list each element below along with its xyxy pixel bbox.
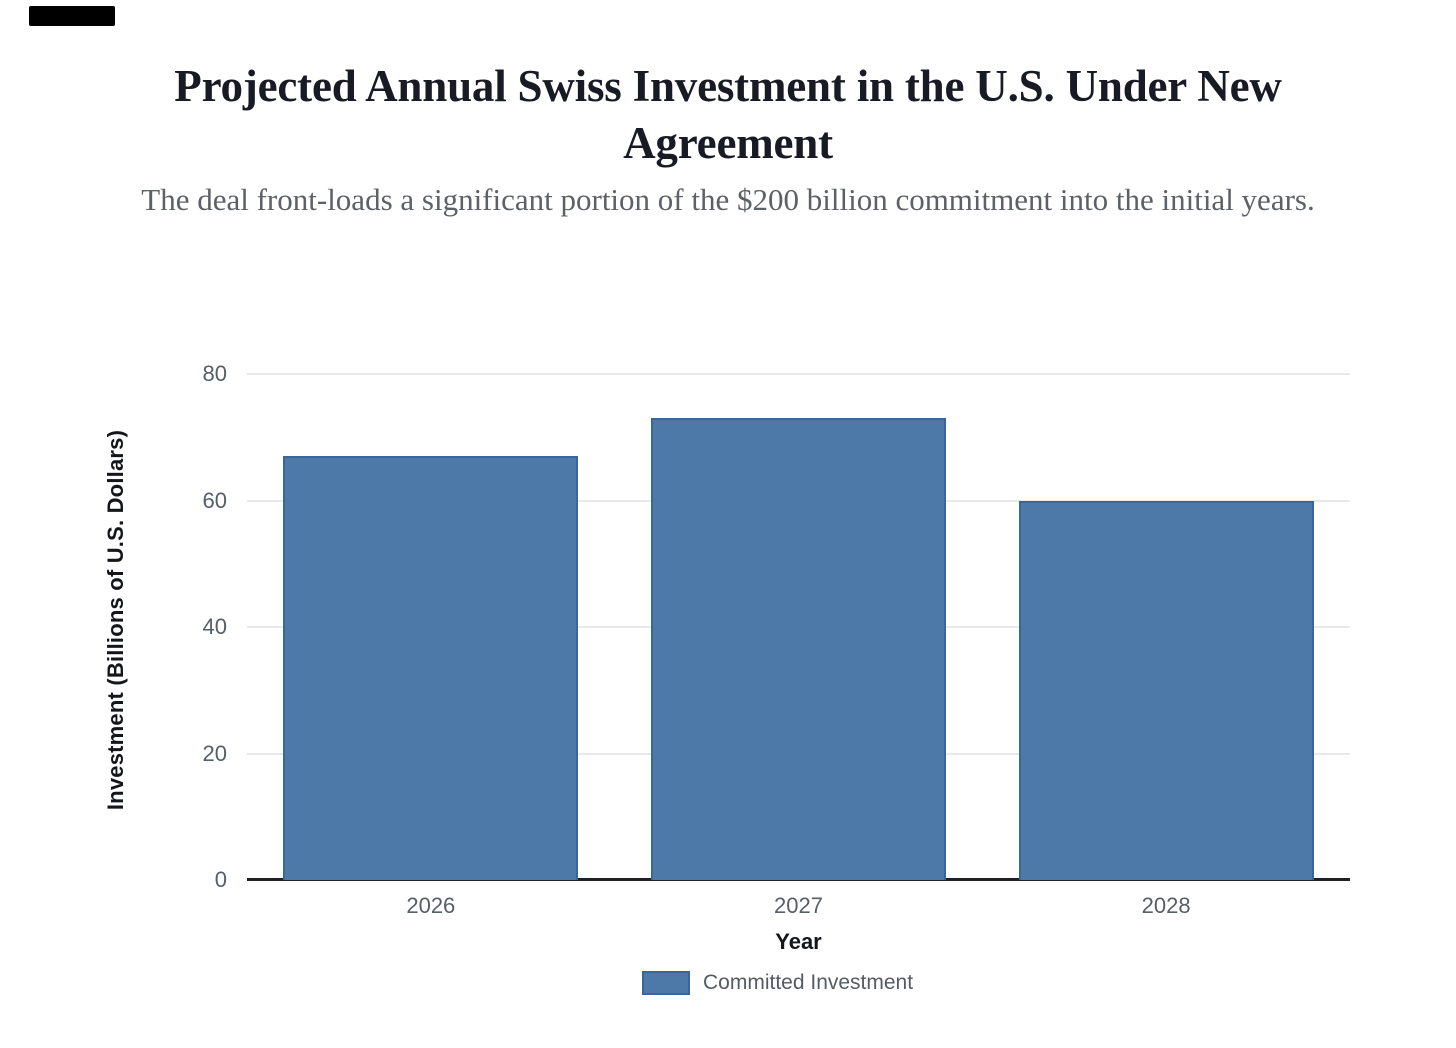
x-axis-title: Year bbox=[775, 929, 822, 954]
y-tick-label-60: 60 bbox=[202, 487, 227, 513]
bar-2027 bbox=[651, 418, 946, 880]
gridline-80 bbox=[247, 373, 1350, 375]
chart-subtitle: The deal front-loads a significant porti… bbox=[141, 182, 1315, 217]
chart-title: Projected Annual Swiss Investment in the… bbox=[174, 61, 1282, 168]
legend-label: Committed Investment bbox=[703, 971, 914, 994]
y-tick-label-40: 40 bbox=[202, 614, 227, 639]
redaction-bar bbox=[29, 6, 115, 26]
y-tick-label-20: 20 bbox=[202, 740, 227, 766]
x-tick-label-2026: 2026 bbox=[406, 893, 456, 918]
y-tick-label-80: 80 bbox=[202, 361, 227, 386]
bar-2026 bbox=[283, 456, 579, 880]
y-tick-label-0: 0 bbox=[214, 867, 227, 892]
legend-item-committed-investment: Committed Investment bbox=[642, 971, 913, 995]
bar-2028 bbox=[1018, 500, 1314, 880]
y-axis-title: Investment (Billions of U.S. Dollars) bbox=[103, 429, 128, 811]
legend-swatch-icon bbox=[642, 971, 690, 995]
x-tick-label-2027: 2027 bbox=[774, 893, 823, 918]
x-tick-label-2028: 2028 bbox=[1141, 893, 1191, 918]
